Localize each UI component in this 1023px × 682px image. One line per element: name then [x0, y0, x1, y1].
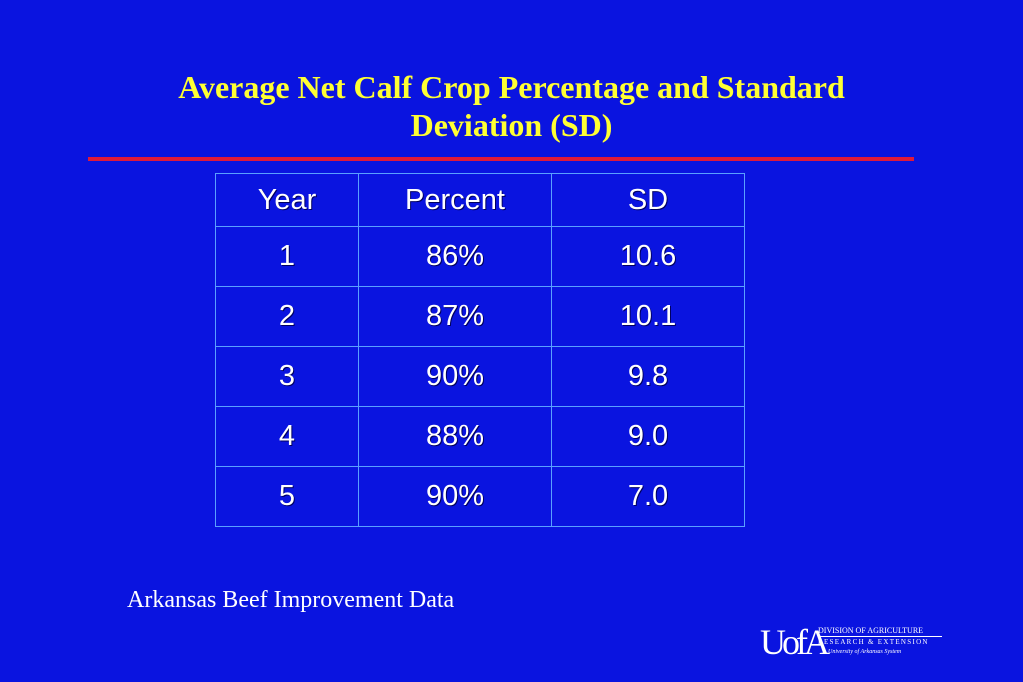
cell-year: 1 — [215, 226, 359, 287]
cell-percent: 86% — [358, 226, 552, 287]
table-header-row: Year Percent SD — [215, 173, 745, 227]
logo-text: DIVISION OF AGRICULTURE RESEARCH & EXTEN… — [818, 626, 942, 656]
table-row: 4 88% 9.0 — [215, 406, 745, 467]
cell-sd: 7.0 — [551, 466, 745, 527]
header-sd: SD — [551, 173, 745, 227]
cell-year: 5 — [215, 466, 359, 527]
cell-year: 3 — [215, 346, 359, 407]
slide-title-line1: Average Net Calf Crop Percentage and Sta… — [178, 69, 845, 105]
table-row: 5 90% 7.0 — [215, 466, 745, 527]
logo-division-label: DIVISION OF AGRICULTURE — [818, 626, 942, 637]
cell-percent: 90% — [358, 466, 552, 527]
cell-percent: 88% — [358, 406, 552, 467]
slide-title-line2: Deviation (SD) — [410, 107, 613, 143]
header-percent: Percent — [358, 173, 552, 227]
cell-percent: 90% — [358, 346, 552, 407]
logo-system-label: University of Arkansas System — [828, 649, 902, 655]
cell-percent: 87% — [358, 286, 552, 347]
data-table: Year Percent SD 1 86% 10.6 2 87% 10.1 3 … — [215, 173, 745, 527]
table-row: 2 87% 10.1 — [215, 286, 745, 347]
source-caption: Arkansas Beef Improvement Data — [127, 587, 455, 613]
cell-sd: 9.8 — [551, 346, 745, 407]
university-logo: UofA DIVISION OF AGRICULTURE RESEARCH & … — [760, 622, 942, 662]
title-divider — [88, 157, 914, 161]
table-row: 1 86% 10.6 — [215, 226, 745, 287]
logo-research-label: RESEARCH & EXTENSION — [818, 638, 929, 646]
cell-sd: 10.1 — [551, 286, 745, 347]
logo-mark: UofA — [760, 622, 830, 662]
cell-year: 2 — [215, 286, 359, 347]
header-year: Year — [215, 173, 359, 227]
slide-title: Average Net Calf Crop Percentage and Sta… — [0, 68, 1023, 144]
cell-sd: 10.6 — [551, 226, 745, 287]
table-row: 3 90% 9.8 — [215, 346, 745, 407]
cell-sd: 9.0 — [551, 406, 745, 467]
cell-year: 4 — [215, 406, 359, 467]
